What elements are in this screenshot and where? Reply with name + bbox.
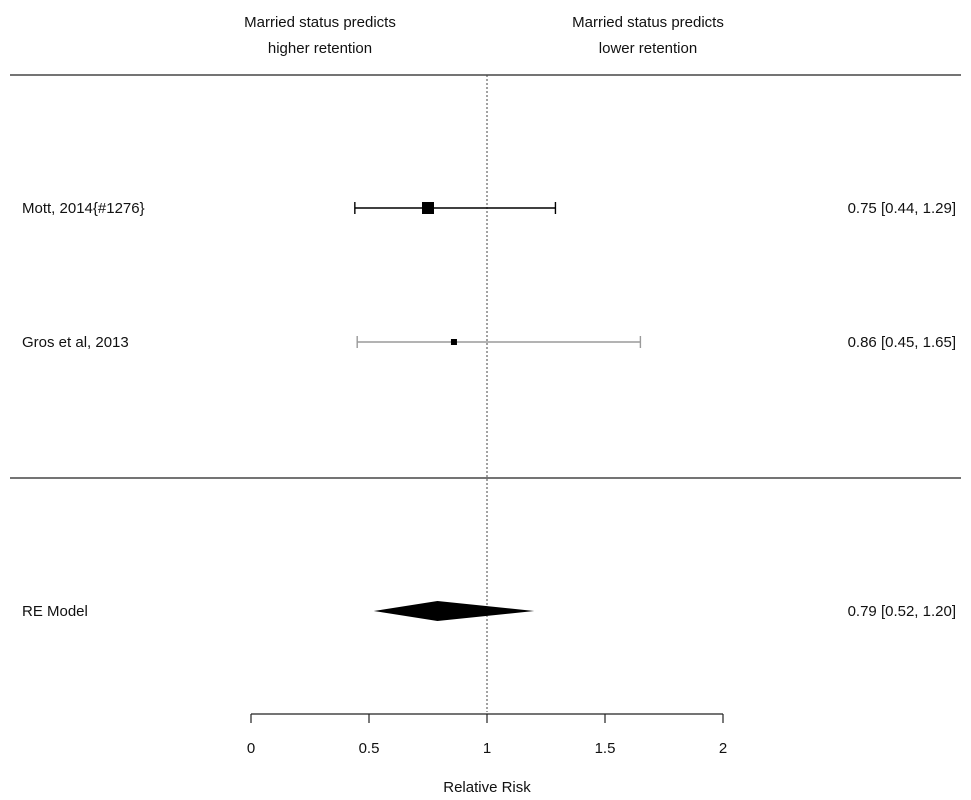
x-axis-label: Relative Risk bbox=[443, 779, 531, 795]
studies-group: Mott, 2014{#1276} 0.75 [0.44, 1.29] Gros e… bbox=[22, 200, 956, 351]
x-tick-label: 2 bbox=[719, 740, 727, 757]
study-label: Gros et al, 2013 bbox=[22, 334, 129, 351]
x-tick-label: 0.5 bbox=[359, 740, 380, 757]
summary-diamond bbox=[373, 601, 535, 621]
header-left-line-2: higher retention bbox=[268, 40, 372, 57]
header-right-line-1: Married status predicts bbox=[572, 14, 724, 31]
study-row: Gros et al, 2013 0.86 [0.45, 1.65] bbox=[22, 334, 956, 351]
header-left-line-1: Married status predicts bbox=[244, 14, 396, 31]
header-right-line-2: lower retention bbox=[599, 40, 697, 57]
summary-group: RE Model 0.79 [0.52, 1.20] bbox=[22, 601, 956, 621]
x-tick-label: 1 bbox=[483, 740, 491, 757]
x-tick-label: 0 bbox=[247, 740, 255, 757]
x-axis: 0 0.5 1 1.5 2 bbox=[247, 713, 727, 757]
point-estimate-square bbox=[450, 339, 457, 345]
point-estimate-square bbox=[422, 202, 434, 214]
x-tick-label: 1.5 bbox=[595, 740, 616, 757]
study-ci-text: 0.75 [0.44, 1.29] bbox=[848, 200, 956, 217]
summary-label: RE Model bbox=[22, 603, 88, 620]
summary-ci-text: 0.79 [0.52, 1.20] bbox=[848, 603, 956, 620]
study-row: Mott, 2014{#1276} 0.75 [0.44, 1.29] bbox=[22, 200, 956, 217]
study-ci-text: 0.86 [0.45, 1.65] bbox=[848, 334, 956, 351]
study-label: Mott, 2014{#1276} bbox=[22, 200, 145, 217]
